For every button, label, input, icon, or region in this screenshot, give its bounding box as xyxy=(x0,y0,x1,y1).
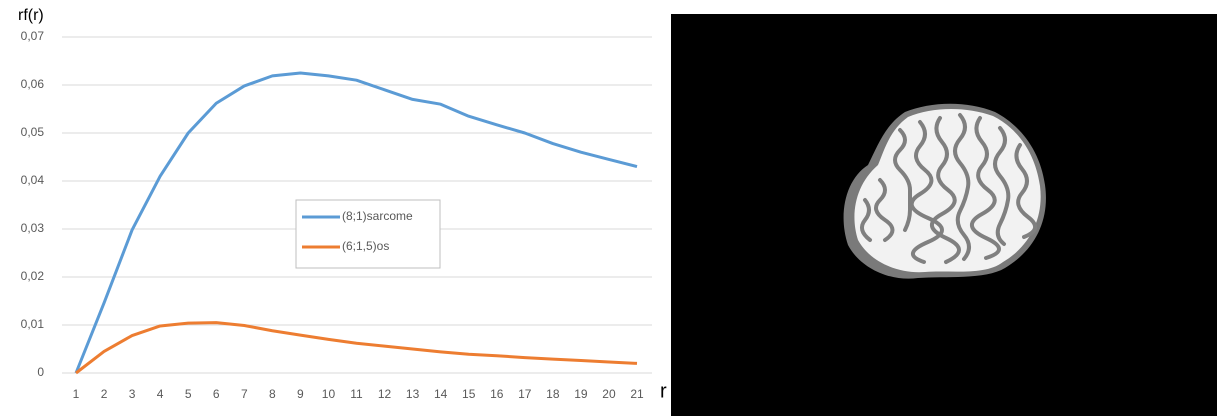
x-tick-label: 21 xyxy=(630,387,644,401)
legend-label: (8;1)sarcome xyxy=(342,209,413,223)
image-panel xyxy=(671,14,1217,416)
x-tick-label: 17 xyxy=(518,387,532,401)
y-tick-label: 0,03 xyxy=(21,221,45,235)
legend-box xyxy=(295,199,441,269)
x-tick-label: 6 xyxy=(213,387,220,401)
tissue-pattern xyxy=(859,113,1037,264)
x-tick-label: 7 xyxy=(241,387,248,401)
x-tick-label: 13 xyxy=(406,387,420,401)
legend-label: (6;1,5)os xyxy=(342,239,389,253)
series-line xyxy=(75,321,638,375)
x-tick-label: 20 xyxy=(602,387,616,401)
x-tick-label: 12 xyxy=(378,387,392,401)
y-tick-label: 0,02 xyxy=(21,269,45,283)
x-tick-label: 1 xyxy=(73,387,80,401)
x-tick-label: 2 xyxy=(101,387,108,401)
x-tick-label: 3 xyxy=(129,387,136,401)
x-tick-label: 15 xyxy=(462,387,476,401)
y-tick-label: 0,07 xyxy=(21,29,45,43)
x-tick-label: 14 xyxy=(434,387,448,401)
x-axis-label: r xyxy=(660,380,667,402)
y-tick-label: 0,06 xyxy=(21,77,45,91)
x-tick-label: 8 xyxy=(269,387,276,401)
x-tick-label: 5 xyxy=(185,387,192,401)
y-tick-label: 0,05 xyxy=(21,125,45,139)
y-axis-label: rf(r) xyxy=(18,7,44,24)
x-tick-label: 16 xyxy=(490,387,504,401)
x-tick-label: 18 xyxy=(546,387,560,401)
series-line xyxy=(74,71,638,374)
x-tick-label: 11 xyxy=(350,387,363,401)
x-tick-label: 4 xyxy=(157,387,164,401)
y-tick-label: 0,04 xyxy=(21,173,45,187)
x-tick-label: 9 xyxy=(297,387,304,401)
x-tick-label: 10 xyxy=(322,387,336,401)
y-tick-label: 0,01 xyxy=(21,317,45,331)
x-tick-label: 19 xyxy=(574,387,588,401)
y-tick-label: 0 xyxy=(37,365,44,379)
